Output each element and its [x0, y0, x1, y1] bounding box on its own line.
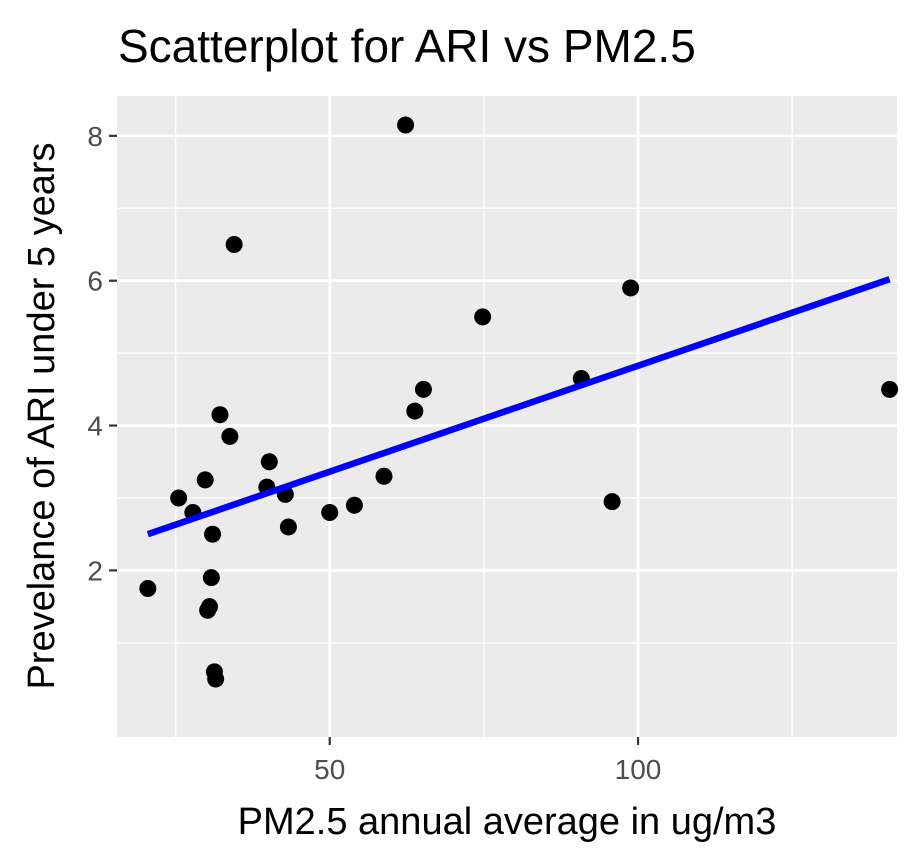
scatter-point: [397, 116, 415, 134]
y-tick-label: 2: [87, 555, 103, 586]
scatter-point: [202, 569, 220, 587]
trend-line: [146, 276, 891, 538]
plot-panel: [117, 96, 897, 737]
y-axis-ticks: 2 4 6 8: [87, 121, 117, 586]
scatter-point: [375, 467, 393, 485]
scatter-point: [139, 580, 157, 598]
scatter-point: [200, 598, 218, 616]
scatter-point: [196, 471, 214, 489]
scatter-point: [345, 496, 363, 514]
grid-major: [117, 96, 897, 737]
x-tick-label: 50: [314, 754, 345, 785]
y-tick-label: 4: [87, 411, 103, 442]
x-axis-ticks: 50 100: [314, 737, 661, 785]
scatter-point: [225, 235, 243, 253]
scatter-point: [260, 453, 278, 471]
scatter-point: [881, 380, 899, 398]
scatter-point: [170, 489, 188, 507]
x-axis-title: PM2.5 annual average in ug/m3: [238, 801, 777, 843]
scatter-point: [221, 427, 239, 445]
scatter-point: [204, 525, 222, 543]
scatter-point: [211, 406, 229, 424]
scatter-point: [207, 670, 225, 688]
x-tick-label: 100: [615, 754, 662, 785]
scatter-points: [139, 116, 899, 688]
scatter-point: [474, 308, 492, 326]
scatter-point: [279, 518, 297, 536]
chart-title: Scatterplot for ARI vs PM2.5: [118, 20, 696, 72]
y-tick-label: 8: [87, 121, 103, 152]
y-axis-title: Prevelance of ARI under 5 years: [21, 142, 63, 689]
scatter-point: [622, 279, 640, 297]
scatter-point: [603, 493, 621, 511]
scatter-point: [406, 402, 424, 420]
y-tick-label: 6: [87, 266, 103, 297]
scatter-point: [414, 380, 432, 398]
scatter-point: [321, 503, 339, 521]
